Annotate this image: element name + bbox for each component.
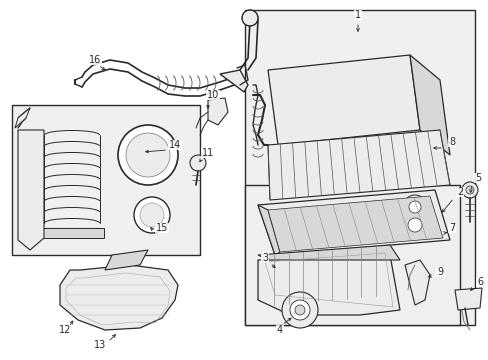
Circle shape	[408, 201, 420, 213]
Circle shape	[140, 203, 163, 227]
Polygon shape	[258, 190, 449, 255]
Circle shape	[118, 125, 178, 185]
Polygon shape	[18, 130, 44, 250]
Polygon shape	[207, 98, 227, 125]
Text: 8: 8	[448, 137, 454, 147]
Circle shape	[461, 182, 477, 198]
Text: 7: 7	[448, 223, 454, 233]
Polygon shape	[40, 228, 104, 238]
Text: 16: 16	[89, 55, 101, 65]
Polygon shape	[12, 105, 200, 255]
Circle shape	[289, 300, 309, 320]
Text: 2: 2	[456, 187, 462, 197]
Circle shape	[402, 195, 426, 219]
Polygon shape	[258, 205, 280, 255]
Text: 9: 9	[436, 267, 442, 277]
Circle shape	[465, 186, 473, 194]
Polygon shape	[409, 55, 449, 155]
Polygon shape	[258, 255, 399, 315]
Polygon shape	[258, 245, 399, 260]
Text: 10: 10	[206, 90, 219, 100]
Text: 4: 4	[276, 325, 283, 335]
Polygon shape	[60, 265, 178, 330]
Polygon shape	[267, 55, 419, 145]
Text: 13: 13	[94, 340, 106, 350]
Text: 5: 5	[474, 173, 480, 183]
Text: 15: 15	[156, 223, 168, 233]
Circle shape	[242, 10, 258, 26]
Text: 6: 6	[476, 277, 482, 287]
Text: 14: 14	[168, 140, 181, 150]
Text: 1: 1	[354, 10, 360, 20]
Text: 3: 3	[262, 253, 267, 263]
Text: 11: 11	[202, 148, 214, 158]
Polygon shape	[454, 288, 481, 310]
Circle shape	[407, 218, 421, 232]
Circle shape	[282, 292, 317, 328]
Polygon shape	[105, 250, 148, 270]
Circle shape	[190, 155, 205, 171]
Text: 12: 12	[59, 325, 71, 335]
Circle shape	[294, 305, 305, 315]
Circle shape	[400, 211, 428, 239]
Circle shape	[126, 133, 170, 177]
Polygon shape	[267, 196, 442, 252]
Polygon shape	[404, 260, 429, 305]
Polygon shape	[244, 10, 474, 325]
Polygon shape	[220, 70, 247, 92]
Polygon shape	[15, 108, 30, 128]
Polygon shape	[267, 130, 449, 200]
Circle shape	[134, 197, 170, 233]
Polygon shape	[244, 185, 459, 325]
